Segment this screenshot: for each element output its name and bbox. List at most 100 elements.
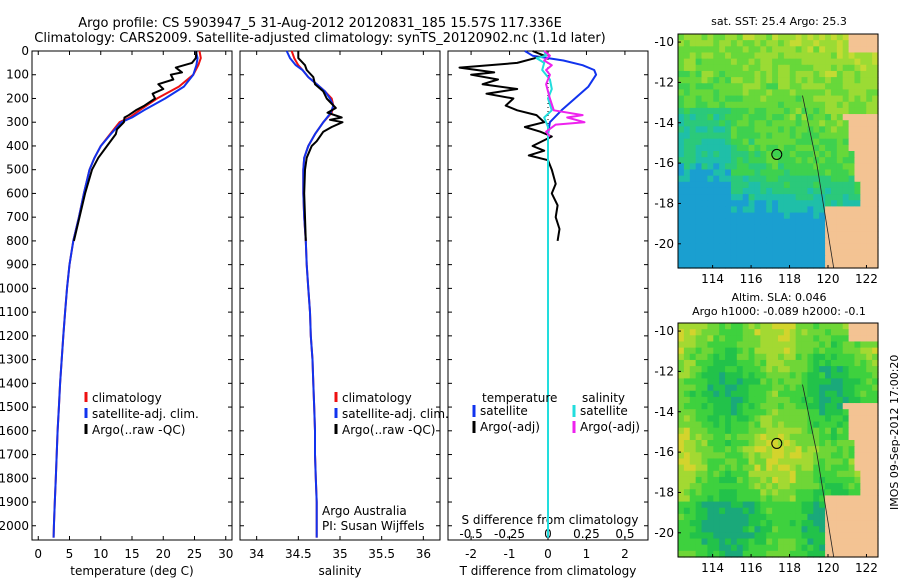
map-cell <box>825 501 832 509</box>
map-cell <box>713 206 720 214</box>
map-cell <box>848 40 856 47</box>
map-cell <box>701 347 709 355</box>
map-cell <box>830 476 838 484</box>
map-cell <box>801 341 809 349</box>
map-cell <box>678 483 685 490</box>
map-cell <box>872 114 879 121</box>
map-cell <box>742 452 750 460</box>
map-cell <box>748 107 756 115</box>
map-cell <box>719 212 726 220</box>
map-lon-tick-label: 122 <box>855 272 878 286</box>
map-cell <box>783 513 791 521</box>
map-cell <box>713 489 720 497</box>
map-cell <box>789 89 797 97</box>
map-cell <box>766 151 773 158</box>
map-cell <box>760 231 767 238</box>
map-cell <box>807 77 814 84</box>
map-cell <box>713 144 720 152</box>
map-cell <box>836 384 844 392</box>
map-cell <box>742 489 750 497</box>
map-cell <box>854 384 861 392</box>
map-cell <box>825 89 832 97</box>
map-cell <box>854 249 861 257</box>
map-cell <box>854 396 861 404</box>
map-cell <box>689 464 697 472</box>
map-cell <box>872 501 879 509</box>
map-cell <box>778 206 785 214</box>
map-cell <box>860 58 867 66</box>
map-cell <box>854 144 861 152</box>
map-cell <box>683 34 691 41</box>
map-cell <box>819 378 826 386</box>
map-cell <box>742 464 750 472</box>
map-cell <box>795 409 803 416</box>
map-cell <box>825 126 832 134</box>
map-cell <box>830 378 838 386</box>
map-cell <box>730 440 738 447</box>
map-cell <box>689 95 697 103</box>
map-cell <box>725 538 732 546</box>
map-cell <box>683 255 691 263</box>
map-cell <box>683 359 691 367</box>
map-cell <box>742 396 750 404</box>
map-cell <box>830 114 838 121</box>
map-cell <box>742 366 750 373</box>
map-cell <box>825 378 832 386</box>
map-cell <box>760 151 767 158</box>
map-cell <box>848 421 856 429</box>
map-cell <box>872 396 879 404</box>
map-cell <box>689 347 697 355</box>
map-cell <box>789 187 797 195</box>
map-cell <box>678 433 685 441</box>
map-cell <box>813 550 820 558</box>
map-cell <box>848 532 856 540</box>
map-cell <box>742 212 750 220</box>
map-cell <box>778 335 785 343</box>
map-cell <box>801 120 809 127</box>
map-cell <box>819 427 826 435</box>
map-cell <box>701 34 709 41</box>
map-cell <box>807 323 814 330</box>
map-cell <box>683 231 691 238</box>
map-cell <box>772 544 779 552</box>
map-cell <box>836 46 844 54</box>
map-cell <box>766 347 773 355</box>
map-cell <box>813 151 820 158</box>
map-cell <box>701 452 709 460</box>
map-cell <box>836 224 844 232</box>
map-cell <box>772 64 779 72</box>
series-line <box>285 50 335 538</box>
map-cell <box>707 409 714 416</box>
map-cell <box>754 52 761 60</box>
map-cell <box>872 206 879 214</box>
map-cell <box>789 495 797 503</box>
map-cell <box>725 249 732 257</box>
map-cell <box>695 421 703 429</box>
map-cell <box>713 151 720 158</box>
map-cell <box>872 175 879 183</box>
map-cell <box>860 52 867 60</box>
map-cell <box>836 212 844 220</box>
map-cell <box>819 532 826 540</box>
map-cell <box>760 126 767 134</box>
map-cell <box>789 77 797 84</box>
map-cell <box>783 372 791 380</box>
map-cell <box>854 323 861 330</box>
map-cell <box>772 532 779 540</box>
x-tick-label: 2 <box>621 547 629 561</box>
map-cell <box>854 255 861 263</box>
map-cell <box>701 77 709 84</box>
map-cell <box>736 95 744 103</box>
map-cell <box>713 538 720 546</box>
map-cell <box>830 458 838 466</box>
map-cell <box>719 403 726 410</box>
map-cell <box>725 151 732 158</box>
map-cell <box>695 464 703 472</box>
map-cell <box>830 212 838 220</box>
map-cell <box>807 206 814 214</box>
map-cell <box>683 384 691 392</box>
map-cell <box>795 52 803 60</box>
map-cell <box>707 70 714 78</box>
map-cell <box>678 77 685 84</box>
map-cell <box>789 107 797 115</box>
